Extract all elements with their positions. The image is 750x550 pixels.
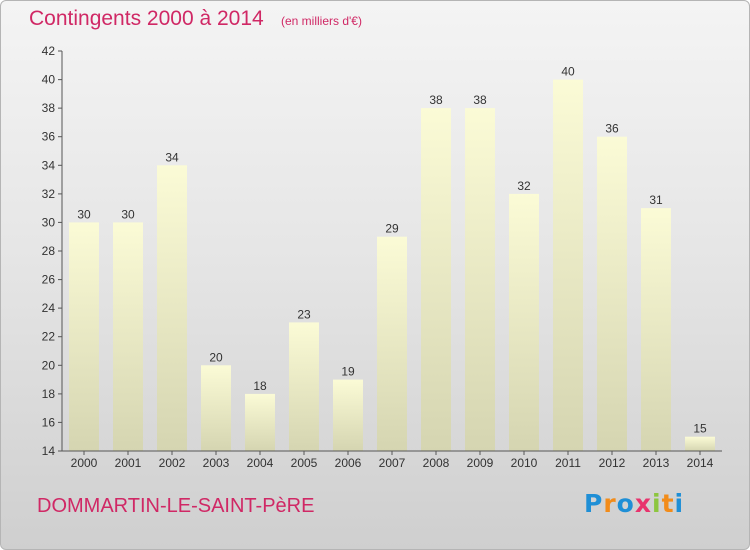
y-tick-label-36: 36 xyxy=(42,130,56,144)
x-tick-label-2002: 2002 xyxy=(159,456,186,470)
bar-2012 xyxy=(597,136,627,451)
bar-2001 xyxy=(113,222,143,451)
bar-2007 xyxy=(377,236,407,451)
axes-layer xyxy=(58,50,722,455)
value-label-2009: 38 xyxy=(473,93,487,107)
y-tick-label-42: 42 xyxy=(42,44,56,58)
bar-2005 xyxy=(289,322,319,451)
x-tick-label-2003: 2003 xyxy=(203,456,230,470)
bar-2003 xyxy=(201,365,231,451)
chart-title: Contingents 2000 à 2014 xyxy=(29,7,264,30)
y-tick-label-34: 34 xyxy=(42,158,56,172)
bar-2002 xyxy=(157,165,187,452)
value-label-2012: 36 xyxy=(605,122,619,136)
y-tick-label-26: 26 xyxy=(42,273,56,287)
y-tick-label-14: 14 xyxy=(42,444,56,458)
value-label-2001: 30 xyxy=(121,207,135,221)
y-tick-label-24: 24 xyxy=(42,301,56,315)
bar-2014 xyxy=(685,436,715,451)
bar-2006 xyxy=(333,379,363,451)
logo-letter: i xyxy=(652,489,662,518)
bar-2009 xyxy=(465,108,495,451)
bar-2004 xyxy=(245,393,275,451)
x-tick-label-2005: 2005 xyxy=(291,456,318,470)
x-tick-label-2013: 2013 xyxy=(643,456,670,470)
value-label-2014: 15 xyxy=(693,422,707,436)
y-tick-label-28: 28 xyxy=(42,244,56,258)
logo-letter: x xyxy=(634,489,652,518)
labels-layer: 30 2000 30 2001 34 2002 20 2003 18 2004 23 2005 19 20… xyxy=(42,44,714,470)
x-tick-label-2004: 2004 xyxy=(247,456,274,470)
x-tick-label-2009: 2009 xyxy=(467,456,494,470)
chart-subtitle: (en milliers d'€) xyxy=(281,14,362,28)
value-label-2002: 34 xyxy=(165,150,179,164)
bar-2008 xyxy=(421,108,451,451)
y-tick-label-40: 40 xyxy=(42,73,56,87)
value-label-2000: 30 xyxy=(77,207,91,221)
y-tick-label-22: 22 xyxy=(42,330,56,344)
y-tick-label-32: 32 xyxy=(42,187,56,201)
value-label-2007: 29 xyxy=(385,222,399,236)
x-tick-label-2006: 2006 xyxy=(335,456,362,470)
commune-name: DOMMARTIN-LE-SAINT-PèRE xyxy=(37,495,315,517)
x-tick-label-2001: 2001 xyxy=(115,456,142,470)
value-label-2004: 18 xyxy=(253,379,267,393)
x-tick-label-2010: 2010 xyxy=(511,456,538,470)
y-tick-label-30: 30 xyxy=(42,215,56,229)
value-label-2006: 19 xyxy=(341,365,355,379)
bar-2010 xyxy=(509,193,539,451)
y-tick-label-20: 20 xyxy=(42,358,56,372)
bar-2013 xyxy=(641,208,671,451)
x-tick-label-2011: 2011 xyxy=(555,456,581,470)
proxiti-logo[interactable]: Proxiti xyxy=(584,489,684,518)
logo-letter: o xyxy=(616,489,635,518)
x-tick-label-2014: 2014 xyxy=(687,456,714,470)
x-tick-label-2007: 2007 xyxy=(379,456,406,470)
logo-letter: t xyxy=(661,489,675,518)
y-tick-label-16: 16 xyxy=(42,415,56,429)
x-tick-label-2008: 2008 xyxy=(423,456,450,470)
y-tick-label-38: 38 xyxy=(42,101,56,115)
logo-letter: P xyxy=(584,489,604,518)
value-label-2011: 40 xyxy=(561,65,575,79)
y-tick-label-18: 18 xyxy=(42,387,56,401)
value-label-2008: 38 xyxy=(429,93,443,107)
bar-2000 xyxy=(69,222,99,451)
x-tick-label-2000: 2000 xyxy=(71,456,98,470)
value-label-2005: 23 xyxy=(297,307,311,321)
bar-2011 xyxy=(553,79,583,451)
value-label-2003: 20 xyxy=(209,350,223,364)
bars-layer xyxy=(69,79,715,452)
value-label-2010: 32 xyxy=(517,179,531,193)
logo-letter: r xyxy=(603,489,617,518)
x-tick-label-2012: 2012 xyxy=(599,456,626,470)
logo-letter: i xyxy=(674,489,685,518)
value-label-2013: 31 xyxy=(649,193,663,207)
